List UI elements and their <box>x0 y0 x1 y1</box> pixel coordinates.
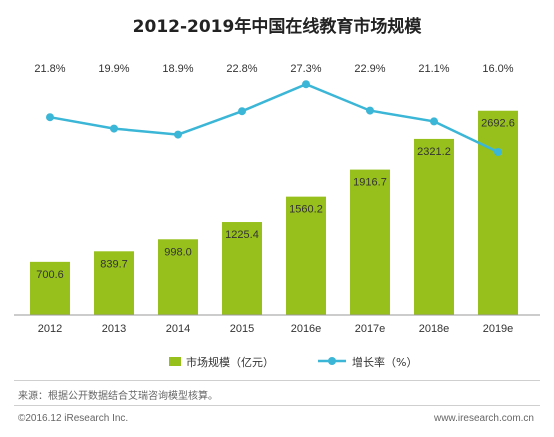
x-tick-label-2013: 2013 <box>102 323 126 335</box>
x-tick-label-2016e: 2016e <box>291 323 322 335</box>
growth-point-2019e <box>494 148 502 156</box>
bar-2014 <box>158 239 198 315</box>
x-tick-label-2018e: 2018e <box>419 323 450 335</box>
footer-divider-top <box>14 380 540 381</box>
growth-labels-layer: 21.8% 19.9% 18.9% 22.8% 27.3% 22.9% 21.1% 16.0% <box>34 63 513 75</box>
x-tick-label-2012: 2012 <box>38 323 62 335</box>
x-axis: 2012 2013 2014 2015 2016e 2017e 2018e 2019e <box>14 314 540 335</box>
bar-value-label-2013: 839.7 <box>100 258 128 270</box>
growth-value-label-2017e: 22.9% <box>354 63 385 75</box>
legend-bar-swatch <box>169 357 181 366</box>
bar-value-label-2014: 998.0 <box>164 246 192 258</box>
x-tick-label-2015: 2015 <box>230 323 254 335</box>
growth-point-2017e <box>366 106 374 115</box>
bar-value-label-2017e: 1916.7 <box>353 177 387 189</box>
growth-point-2013 <box>110 124 118 133</box>
bar-2012 <box>30 261 70 315</box>
bar-value-label-2019e: 2692.6 <box>481 118 515 130</box>
growth-line-layer <box>46 80 502 156</box>
chart-canvas: 700.6 839.7 998.0 1225.4 1560.2 1916.7 2321.2 2… <box>14 63 540 369</box>
growth-value-label-2015: 22.8% <box>226 63 257 75</box>
growth-point-2018e <box>430 117 438 126</box>
bar-2015 <box>222 222 262 315</box>
bar-2018e <box>414 138 454 315</box>
bar-2017e <box>350 169 390 315</box>
copyright-text: ©2016.12 iResearch Inc. <box>18 413 129 424</box>
growth-value-label-2018e: 21.1% <box>418 63 449 75</box>
x-tick-label-2017e: 2017e <box>355 323 386 335</box>
growth-value-label-2012: 21.8% <box>34 63 65 75</box>
footer-divider-bottom <box>14 405 540 406</box>
growth-point-2016e <box>302 80 310 89</box>
bar-2013 <box>94 251 134 315</box>
legend-line-label: 增长率（%） <box>352 355 417 369</box>
bar-value-label-2016e: 1560.2 <box>289 204 323 216</box>
legend-bar-label: 市场规模（亿元） <box>186 355 274 369</box>
growth-value-label-2013: 19.9% <box>98 63 129 75</box>
bar-2016e <box>286 196 326 315</box>
growth-line <box>49 82 499 154</box>
source-note: 来源：根据公开数据结合艾瑞咨询模型核算。 <box>18 391 218 402</box>
bar-labels-layer: 700.6 839.7 998.0 1225.4 1560.2 1916.7 2321.2 2… <box>36 118 515 281</box>
bar-2019e <box>478 110 518 315</box>
legend: 市场规模（亿元） 增长率（%） <box>169 355 417 369</box>
bar-value-label-2018e: 2321.2 <box>417 146 451 158</box>
growth-value-label-2019e: 16.0% <box>482 63 513 75</box>
growth-point-2014 <box>174 130 182 139</box>
growth-point-2015 <box>238 107 246 116</box>
bars-layer <box>30 110 518 315</box>
x-tick-label-2019e: 2019e <box>483 323 514 335</box>
growth-point-2012 <box>46 113 54 122</box>
bar-value-label-2012: 700.6 <box>36 269 64 281</box>
website-text: www.iresearch.com.cn <box>433 413 534 424</box>
bar-value-label-2015: 1225.4 <box>225 229 259 241</box>
x-tick-label-2014: 2014 <box>166 323 190 335</box>
growth-value-label-2014: 18.9% <box>162 63 193 75</box>
chart-title: 2012-2019年中国在线教育市场规模 <box>132 17 422 37</box>
legend-line-marker <box>328 357 336 365</box>
growth-value-label-2016e: 27.3% <box>290 63 321 75</box>
